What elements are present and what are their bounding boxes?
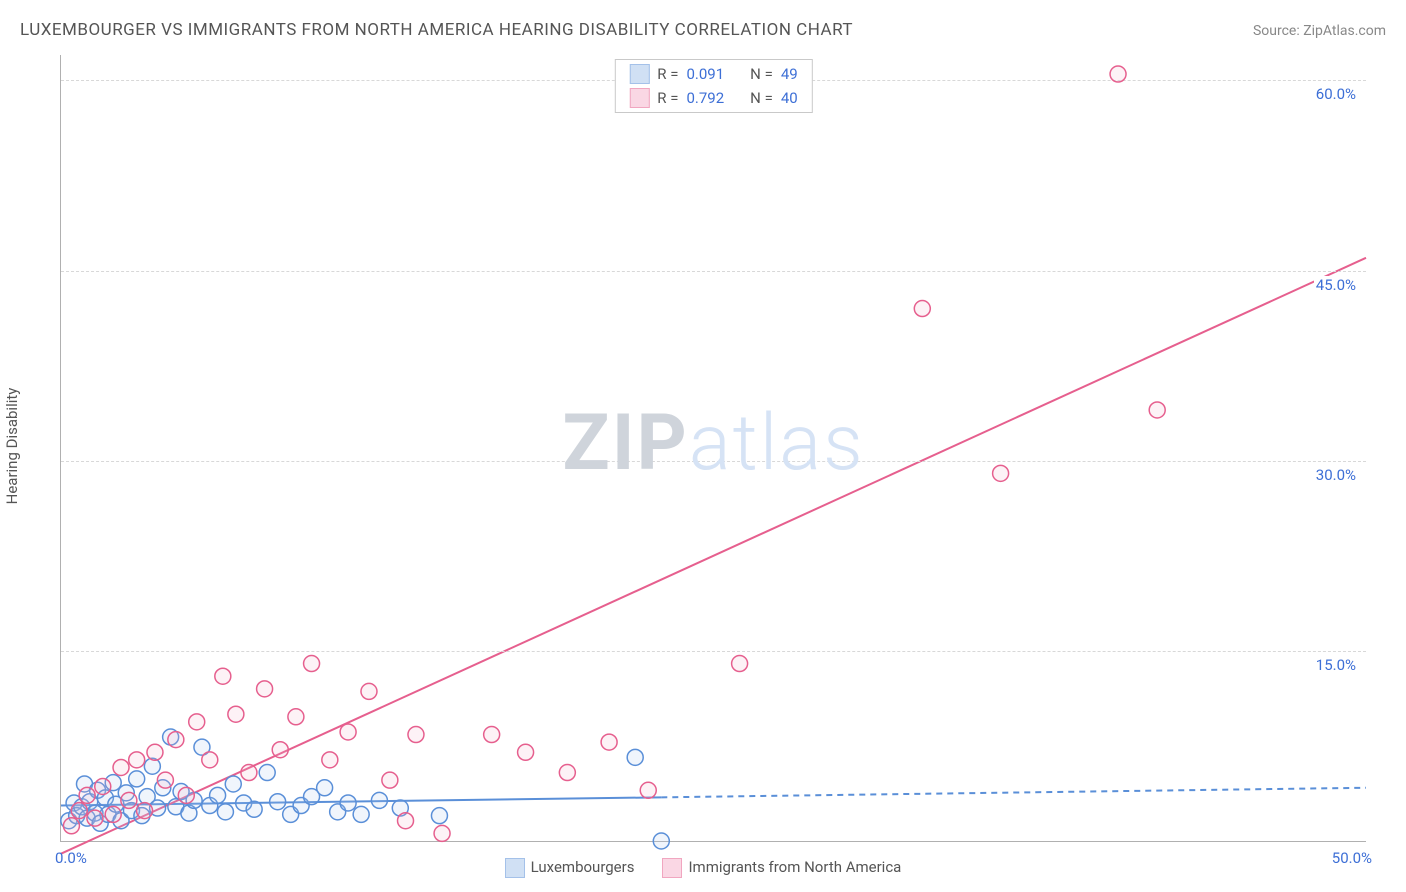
point-imm [732,656,748,672]
point-imm [601,734,617,750]
point-imm [157,772,173,788]
n-label: N = [750,65,773,83]
point-lux [259,765,275,781]
point-imm [202,752,218,768]
point-imm [257,681,273,697]
point-imm [1110,66,1126,82]
point-imm [137,803,153,819]
point-imm [518,744,534,760]
point-lux [225,776,241,792]
point-imm [87,810,103,826]
n-label: N = [750,89,773,107]
point-lux [431,808,447,824]
point-imm [559,765,575,781]
stats-row: R = 0.792 N = 40 [615,86,811,110]
point-imm [1149,402,1165,418]
source-name: ZipAtlas.com [1303,23,1386,39]
point-lux [270,794,286,810]
point-imm [993,465,1009,481]
r-label: R = [657,89,678,107]
point-imm [914,301,930,317]
n-value: 40 [781,89,798,107]
point-imm [95,778,111,794]
legend-swatch-icon [662,858,682,878]
point-lux [371,792,387,808]
point-imm [215,668,231,684]
legend-item: Immigrants from North America [662,858,901,878]
point-lux [210,787,226,803]
legend-label: Immigrants from North America [688,858,901,876]
point-imm [398,813,414,829]
point-imm [434,825,450,841]
point-imm [63,818,79,834]
source-attribution: Source: ZipAtlas.com [1253,23,1386,39]
point-lux [129,771,145,787]
point-imm [189,714,205,730]
point-imm [272,742,288,758]
source-label: Source: [1253,23,1303,39]
point-imm [178,787,194,803]
r-label: R = [657,65,678,83]
point-imm [241,765,257,781]
stats-legend: R = 0.091 N = 49 R = 0.792 N = 40 [614,59,812,113]
legend-swatch-icon [505,858,525,878]
point-imm [71,803,87,819]
point-imm [484,727,500,743]
point-lux [217,804,233,820]
point-lux [353,806,369,822]
point-imm [228,706,244,722]
point-imm [79,787,95,803]
plot-wrap: ZIPatlas R =0.091N =49R =0.792N =40 0.0%… [60,55,1366,842]
point-imm [147,744,163,760]
chart-title: LUXEMBOURGER VS IMMIGRANTS FROM NORTH AM… [20,20,853,40]
point-lux [246,801,262,817]
point-imm [340,724,356,740]
point-imm [288,709,304,725]
point-imm [105,806,121,822]
point-imm [382,772,398,788]
n-value: 49 [781,65,798,83]
legend-swatch-icon [629,88,649,108]
point-lux [627,749,643,765]
r-value: 0.792 [686,89,724,107]
plot-area: ZIPatlas R =0.091N =49R =0.792N =40 0.0%… [60,55,1366,842]
legend-item: Luxembourgers [505,858,635,878]
point-imm [129,752,145,768]
point-lux [317,780,333,796]
legend-label: Luxembourgers [531,858,635,876]
stats-row: R = 0.091 N = 49 [615,62,811,86]
point-lux [340,795,356,811]
legend-swatch-icon [629,64,649,84]
point-imm [408,727,424,743]
point-imm [640,782,656,798]
point-imm [322,752,338,768]
point-lux [653,833,669,849]
point-imm [113,759,129,775]
title-bar: LUXEMBOURGER VS IMMIGRANTS FROM NORTH AM… [20,20,1386,40]
scatter-points-layer [61,55,1366,841]
point-imm [304,656,320,672]
r-value: 0.091 [686,65,724,83]
point-imm [361,683,377,699]
point-imm [121,792,137,808]
y-axis-label: Hearing Disability [3,388,21,505]
series-legend: Luxembourgers Immigrants from North Ameri… [0,858,1406,878]
point-imm [168,732,184,748]
